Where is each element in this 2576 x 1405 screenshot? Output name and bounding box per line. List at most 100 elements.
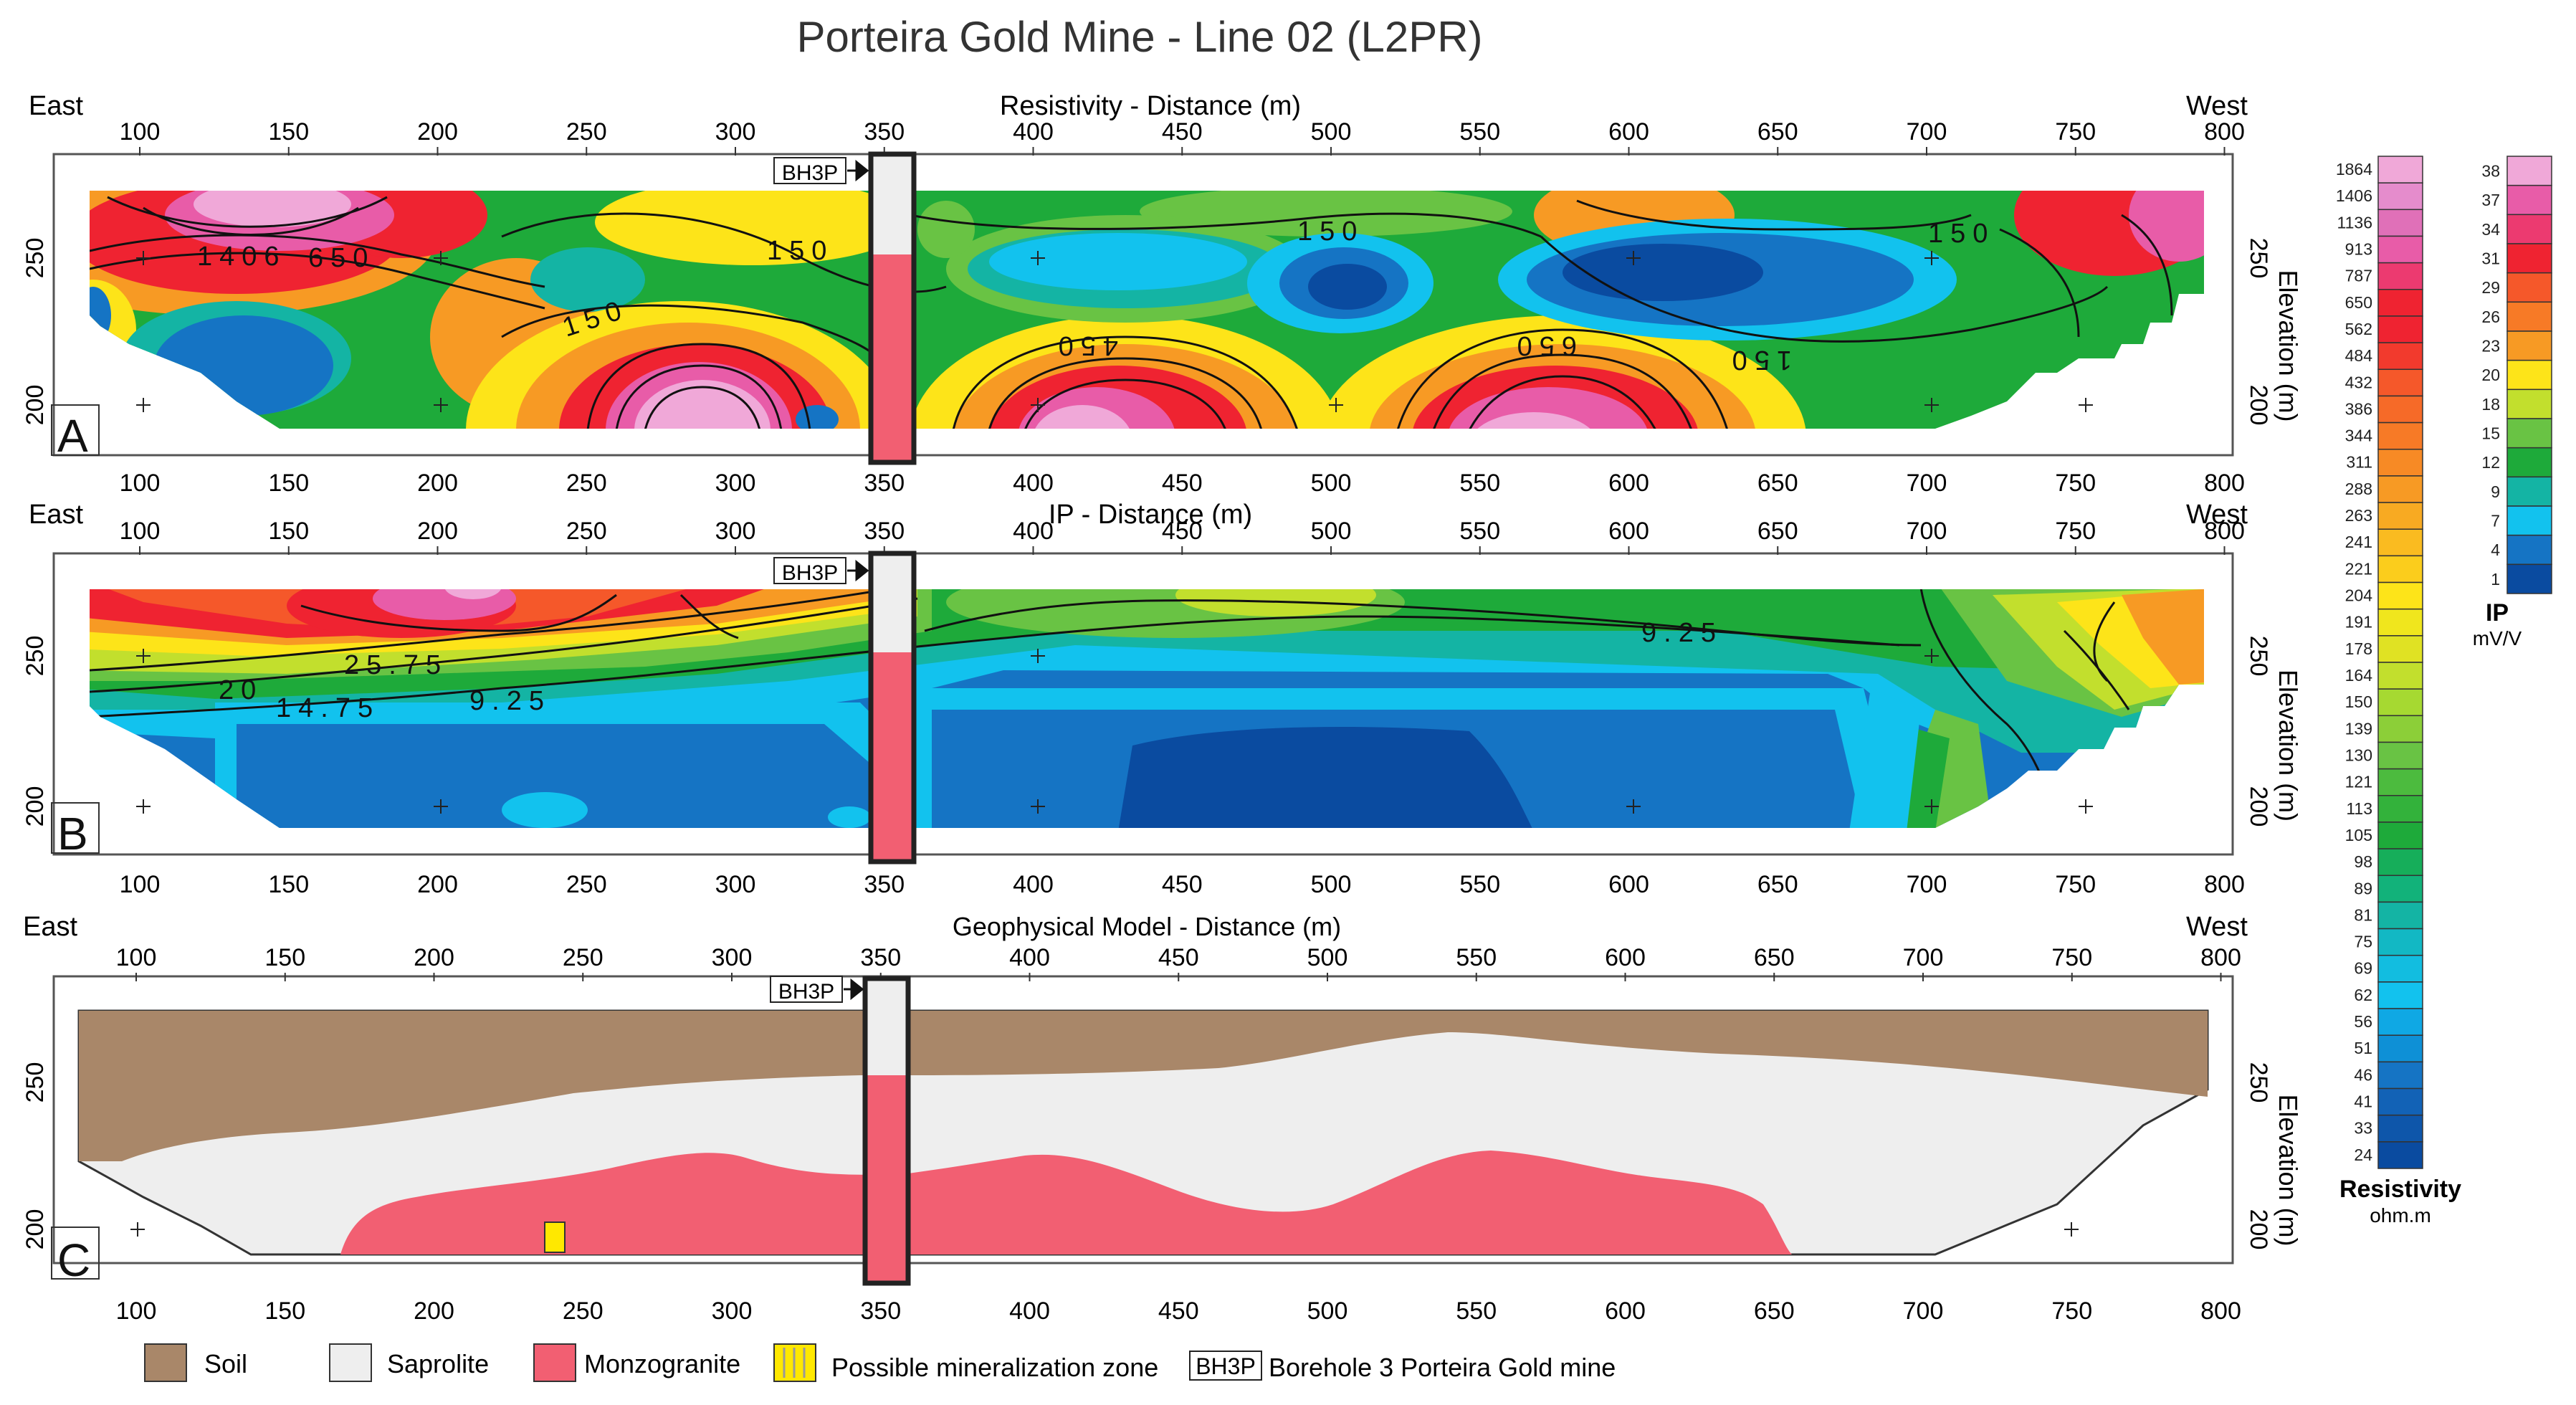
monzogranite-body xyxy=(340,1151,1792,1254)
elevation-tick-label-right: 250 xyxy=(2245,636,2272,677)
ip-scale-label: 26 xyxy=(2481,308,2500,326)
x-tick-label-top: 100 xyxy=(120,518,161,545)
resistivity-scale-label: 62 xyxy=(2354,986,2372,1004)
x-tick-label-top: 350 xyxy=(864,518,905,545)
legend-label-borehole: Borehole 3 Porteira Gold mine xyxy=(1269,1353,1616,1382)
x-tick-label-bottom: 200 xyxy=(417,871,458,898)
ip-scale-bin xyxy=(2506,272,2552,303)
x-tick-label-top: 200 xyxy=(414,944,454,971)
x-tick-label-top: 600 xyxy=(1608,118,1649,146)
resistivity-scale-label: 484 xyxy=(2345,346,2373,365)
resistivity-scale-bin xyxy=(2377,1008,2423,1036)
x-tick-label-top: 700 xyxy=(1907,118,1947,146)
resistivity-scale-unit: ohm.m xyxy=(2370,1204,2431,1227)
panel-a-direction-east: East xyxy=(29,91,83,121)
panel-b-direction-west: West xyxy=(2186,500,2248,530)
ip-scale-label: 12 xyxy=(2481,453,2500,472)
panel-c-direction-west: West xyxy=(2186,912,2248,942)
resistivity-scale-label: 221 xyxy=(2345,559,2372,578)
x-tick-label-bottom: 200 xyxy=(417,470,458,497)
elevation-axis-label: Elevation (m) xyxy=(2274,1094,2303,1246)
resistivity-scale-bin xyxy=(2377,528,2423,557)
x-tick-label-bottom: 400 xyxy=(1009,1297,1050,1325)
resistivity-scale-bin xyxy=(2377,848,2423,877)
ip-scale-label: 20 xyxy=(2481,366,2500,384)
ip-scale-label: 15 xyxy=(2481,424,2500,442)
panel-c-axis-title: Geophysical Model - Distance (m) xyxy=(953,912,1341,941)
panel-b: East West IP - Distance (m) xyxy=(29,500,2248,859)
figure-title: Porteira Gold Mine - Line 02 (L2PR) xyxy=(796,13,1482,61)
resistivity-scale-bin xyxy=(2377,608,2423,637)
elevation-tick-label-left: 250 xyxy=(22,1062,49,1103)
x-tick-label-top: 800 xyxy=(2204,118,2245,146)
resistivity-scale-bin xyxy=(2377,156,2423,184)
resistivity-scale-bin xyxy=(2377,1114,2423,1143)
x-tick-label-bottom: 500 xyxy=(1311,470,1352,497)
elevation-tick-label-left: 200 xyxy=(22,1209,49,1250)
x-tick-label-bottom: 800 xyxy=(2200,1297,2241,1325)
ip-contour-labels: 20 14.75 25.75 9.25 9.25 xyxy=(219,618,1716,723)
x-tick-label-bottom: 700 xyxy=(1907,871,1947,898)
resistivity-scale-bin xyxy=(2377,1141,2423,1169)
resistivity-scale-bin xyxy=(2377,928,2423,956)
legend-label-soil: Soil xyxy=(204,1349,247,1378)
ip-scale-bin xyxy=(2506,505,2552,536)
x-tick-label-top: 400 xyxy=(1009,944,1050,971)
ip-scale-label: 9 xyxy=(2491,482,2500,501)
x-tick-label-bottom: 150 xyxy=(264,1297,305,1325)
ip-scale-title: IP xyxy=(2486,599,2509,627)
resistivity-scale-bin xyxy=(2377,1034,2423,1063)
x-tick-label-bottom: 250 xyxy=(563,1297,604,1325)
x-tick-label-bottom: 700 xyxy=(1907,470,1947,497)
resistivity-scale-label: 562 xyxy=(2345,320,2372,338)
x-tick-label-bottom: 350 xyxy=(864,470,905,497)
contour-label: 650 xyxy=(308,243,375,273)
x-tick-label-bottom: 550 xyxy=(1459,871,1500,898)
x-tick-label-top: 600 xyxy=(1605,944,1646,971)
panel-a-letter: A xyxy=(57,410,88,462)
resistivity-scale-title: Resistivity xyxy=(2339,1176,2461,1203)
ip-scale-bin xyxy=(2506,359,2552,391)
contour-label: 1406 xyxy=(197,242,287,272)
ip-scale-label: 18 xyxy=(2481,395,2500,414)
x-tick-label-top: 750 xyxy=(2051,944,2092,971)
resistivity-scale-label: 1864 xyxy=(2336,160,2372,178)
resistivity-section xyxy=(90,191,2204,429)
panel-a: East West Resistivity - Distance (m) xyxy=(29,91,2248,462)
resistivity-scale-label: 311 xyxy=(2346,453,2372,472)
resistivity-scale-bin xyxy=(2377,635,2423,663)
legend-label-monzogranite: Monzogranite xyxy=(584,1349,740,1378)
borehole-label: BH3P xyxy=(782,161,838,185)
resistivity-scale-label: 164 xyxy=(2345,666,2373,685)
resistivity-scale-bin xyxy=(2377,1061,2423,1090)
contour-label: 9.25 xyxy=(469,686,551,716)
resistivity-scale-bin xyxy=(2377,555,2423,584)
x-tick-label-bottom: 500 xyxy=(1311,871,1352,898)
legend-borehole-code: BH3P xyxy=(1196,1353,1256,1379)
x-tick-label-bottom: 650 xyxy=(1754,1297,1795,1325)
x-tick-label-bottom: 600 xyxy=(1608,470,1649,497)
resistivity-scale-bin xyxy=(2377,795,2423,823)
x-tick-label-top: 150 xyxy=(264,944,305,971)
resistivity-scale-bin xyxy=(2377,182,2423,211)
resistivity-scale-label: 204 xyxy=(2345,586,2373,605)
x-tick-label-bottom: 100 xyxy=(120,470,161,497)
resistivity-scale-label: 1406 xyxy=(2336,186,2372,205)
resistivity-scale-label: 75 xyxy=(2354,933,2372,951)
resistivity-scale-bin xyxy=(2377,715,2423,743)
x-tick-label-top: 650 xyxy=(1757,518,1798,545)
ip-scale-label: 23 xyxy=(2481,336,2500,355)
resistivity-scale-bin xyxy=(2377,422,2423,450)
legend-swatch-saprolite xyxy=(329,1343,372,1382)
x-tick-label-bottom: 750 xyxy=(2055,470,2096,497)
x-tick-label-top: 250 xyxy=(563,944,604,971)
ip-scale-bin xyxy=(2506,418,2552,449)
x-tick-label-top: 150 xyxy=(268,518,309,545)
x-tick-label-bottom: 500 xyxy=(1307,1297,1348,1325)
x-tick-label-top: 750 xyxy=(2055,118,2096,146)
resistivity-scale-bin xyxy=(2377,954,2423,983)
panel-b-axis-title: IP - Distance (m) xyxy=(1049,500,1252,530)
legend-swatch-monzogranite xyxy=(533,1343,576,1382)
ip-scale-label: 29 xyxy=(2481,278,2500,297)
x-tick-label-bottom: 750 xyxy=(2055,871,2096,898)
